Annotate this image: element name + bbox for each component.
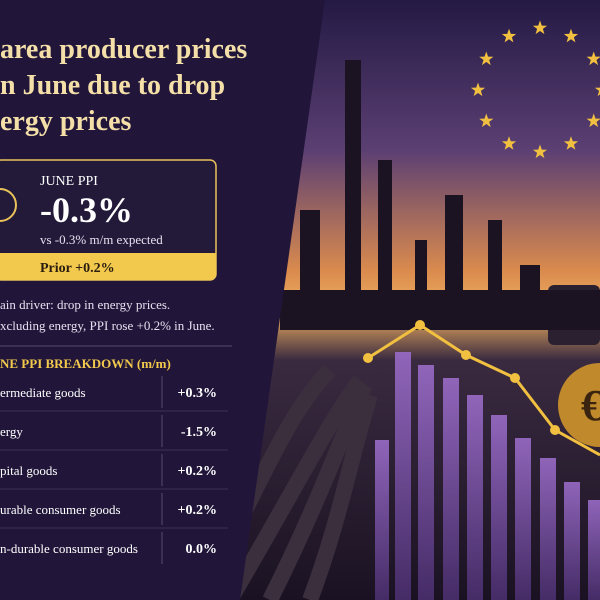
star	[479, 51, 494, 66]
row-value: -1.5%	[181, 425, 217, 440]
row-value: +0.2%	[178, 503, 217, 518]
star	[563, 136, 579, 150]
row-label: n-durable consumer goods	[0, 541, 138, 556]
euro-coin	[558, 363, 600, 447]
card-label: JUNE PPI	[40, 174, 98, 189]
euro-symbol: €	[581, 381, 600, 430]
refinery	[280, 60, 600, 345]
star	[501, 136, 517, 150]
row-value: +0.2%	[178, 464, 217, 479]
title-line: area producer prices	[0, 34, 247, 65]
decorative-line	[367, 323, 600, 457]
star	[501, 28, 517, 43]
row-label: ermediate goods	[0, 385, 86, 400]
star	[563, 28, 579, 43]
star	[586, 113, 600, 128]
star	[532, 20, 548, 35]
star	[470, 82, 486, 97]
row-value: +0.3%	[178, 386, 217, 401]
pipes	[223, 364, 378, 600]
star	[594, 87, 600, 97]
breakdown-table: ermediate goods +0.3% ergy -1.5% pital goods…	[0, 376, 228, 564]
star	[586, 51, 600, 66]
card-expected: vs -0.3% m/m expected	[40, 232, 163, 247]
card-prior: Prior +0.2%	[40, 261, 115, 276]
decorative-bars	[375, 352, 600, 600]
line-points	[363, 320, 560, 435]
eu-stars	[470, 20, 600, 159]
row-label: ergy	[0, 424, 23, 439]
star	[479, 113, 494, 128]
title-line: ergy prices	[0, 106, 131, 137]
star	[532, 144, 548, 159]
breakdown-title: NE PPI BREAKDOWN (m/m)	[0, 356, 171, 371]
row-label: urable consumer goods	[0, 502, 121, 517]
row-label: pital goods	[0, 463, 57, 478]
note: ain driver: drop in energy prices.	[0, 297, 170, 312]
card-icon	[0, 188, 17, 222]
prior-strip	[0, 253, 216, 280]
title-line: n June due to drop	[0, 70, 225, 101]
card-value: -0.3%	[40, 190, 133, 230]
note: xcluding energy, PPI rose +0.2% in June.	[0, 318, 215, 333]
row-value: 0.0%	[186, 542, 218, 557]
title: area producer prices n June due to drop …	[0, 34, 247, 137]
